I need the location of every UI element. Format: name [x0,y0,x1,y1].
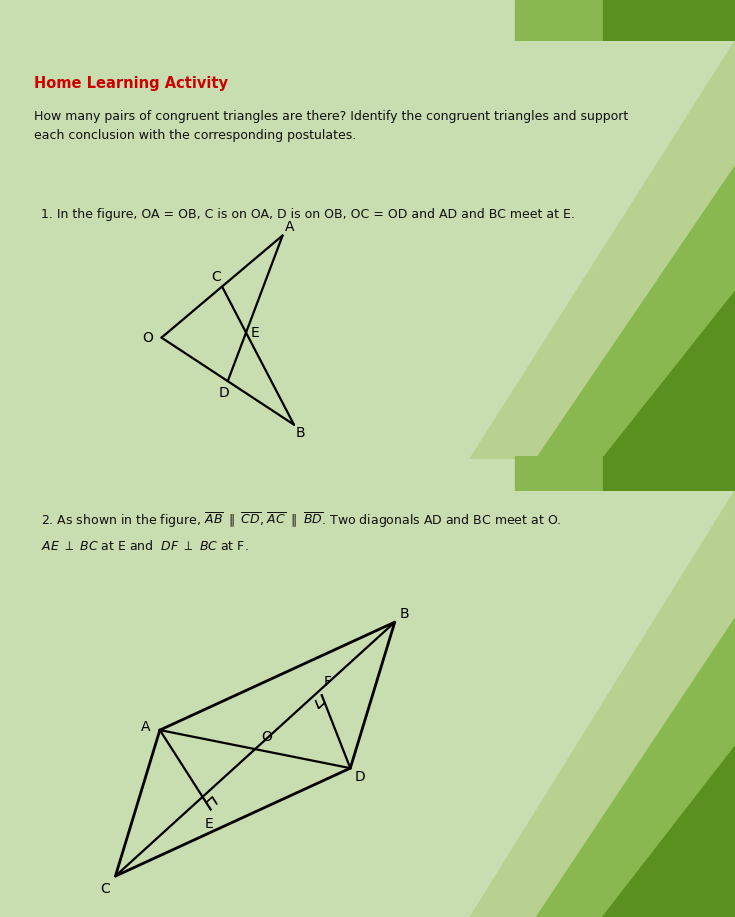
Text: O: O [262,730,273,745]
Text: C: C [211,270,220,284]
Text: F: F [324,676,332,690]
Text: 1. In the figure, OA = OB, C is on OA, D is on OB, OC = OD and AD and BC meet at: 1. In the figure, OA = OB, C is on OA, D… [40,208,575,221]
Text: E: E [205,817,214,832]
Text: O: O [143,331,154,345]
Polygon shape [537,618,735,917]
Text: A: A [141,720,151,734]
Text: Home Learning Activity: Home Learning Activity [34,75,228,91]
Polygon shape [603,746,735,917]
Text: E: E [251,326,259,340]
Polygon shape [470,41,735,458]
Text: D: D [219,386,230,400]
Bar [603,456,735,491]
Polygon shape [603,292,735,458]
Bar [603,0,735,41]
Text: How many pairs of congruent triangles are there? Identify the congruent triangle: How many pairs of congruent triangles ar… [34,110,628,142]
Text: 2. As shown in the figure, $\overline{AB}$ $\parallel$ $\overline{CD}$, $\overli: 2. As shown in the figure, $\overline{AB… [40,511,561,529]
Bar [514,456,735,491]
Text: C: C [100,882,110,896]
Bar [514,0,735,41]
Text: A: A [284,220,294,234]
Text: D: D [355,770,365,784]
Polygon shape [537,167,735,458]
Polygon shape [470,491,735,917]
Text: $\it{AE}$ $\perp$ $\it{BC}$ at E and  $\it{DF}$ $\perp$ $\it{BC}$ at F.: $\it{AE}$ $\perp$ $\it{BC}$ at E and $\i… [40,539,248,553]
Text: B: B [399,607,409,621]
Text: B: B [296,426,306,440]
